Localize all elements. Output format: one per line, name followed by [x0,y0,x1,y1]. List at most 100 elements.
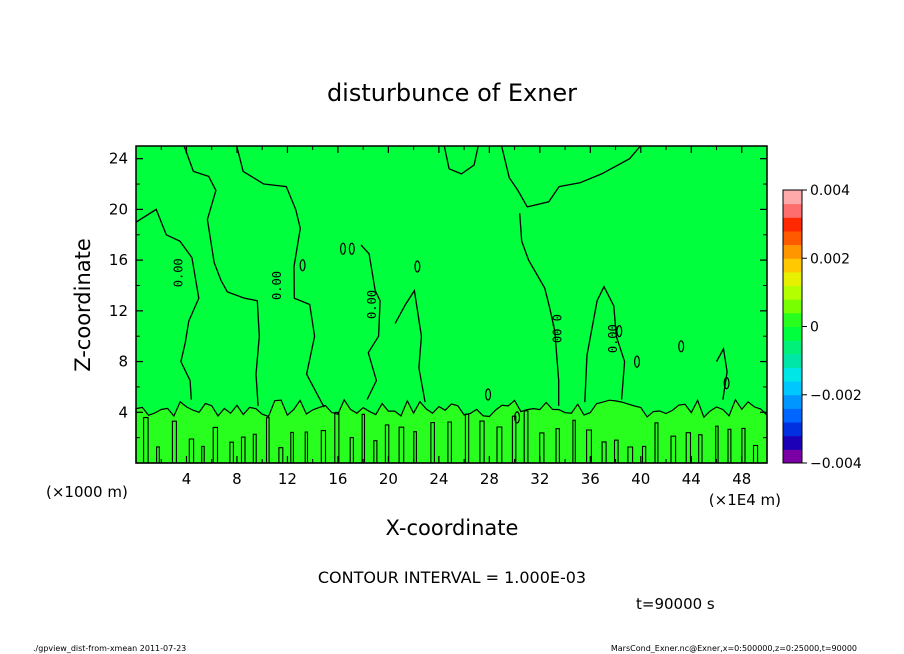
contour-streak [464,413,470,463]
colorbar-swatch [783,299,802,314]
contour-streak [555,428,560,463]
colorbar-swatch [783,244,802,259]
time-label: t=90000 s [636,595,715,613]
contour-streak [304,431,309,463]
colorbar-tick-label: 0.004 [810,183,850,199]
zero-contour [394,288,426,403]
contour-streak [229,441,234,463]
colorbar-swatch [783,367,802,382]
colorbar-swatch [783,217,802,232]
colorbar-tick-label: 0.002 [810,251,850,267]
contour-streak [398,426,405,463]
y-tick-label: 24 [109,150,128,168]
contour-streak [430,422,435,463]
contour-streak [290,431,294,463]
colorbar-tick-label: −0.002 [810,388,862,404]
contour-streak [613,439,619,463]
y-tick-label: 12 [109,302,128,320]
contour-streak [278,447,284,463]
contour-loop [723,377,730,390]
footer-right: MarsCond_Exner.nc@Exner,x=0:500000,z=0:2… [611,644,857,653]
colorbar-swatch [783,190,802,205]
x-axis-title: X-coordinate [386,516,519,540]
x-tick-label: 36 [581,470,600,488]
zero-contour [135,208,200,400]
colorbar-tick-label: 0 [810,320,819,336]
contour-loop [633,355,640,368]
y-tick-label: 20 [109,200,128,218]
y-tick-label: 4 [118,403,128,421]
contour-streak [252,433,257,463]
plot-area: 0.00 0.000.000.00 0.00 4 8 12 16 20 24 28 32 36 40 4… [109,145,768,488]
contour-streak [349,437,354,463]
colorbar-swatch [783,285,802,300]
x-tick-label: 20 [379,470,398,488]
contour-streak [156,446,160,463]
colorbar-ticks: 0.004 0.002 0 −0.002 −0.004 [802,183,862,472]
contour-streak [572,419,576,463]
contour-streak [188,438,195,463]
contour-loop [348,242,355,255]
contour-streak [361,413,366,463]
contour-streak [627,446,634,463]
contour-streak [212,426,219,463]
contour-streak [698,434,703,463]
x-unit-left: (×1000 m) [46,483,128,501]
footer-left: ./gpview_dist-from-xmean 2011-07-23 [33,644,186,653]
colorbar-swatch [783,340,802,355]
contour-streak [265,417,270,463]
x-tick-label: 48 [732,470,751,488]
colorbar-swatch [783,258,802,273]
contour-label: 0.00 [550,314,564,343]
contour-streak [523,410,529,463]
contour-interval-note: CONTOUR INTERVAL = 1.000E-03 [318,568,586,587]
contour-label: 0.00 [270,271,284,300]
x-tick-label: 12 [278,470,297,488]
contour-streak [320,430,327,463]
contour-streak [447,421,452,463]
colorbar-swatch [783,326,802,341]
contour-loop [514,411,521,424]
contour-loop [678,340,685,353]
contour-streak [641,445,647,463]
contour-streak [586,429,592,463]
colorbar-swatch [783,408,802,423]
contour-streak [715,425,719,463]
contour-loop [616,325,623,338]
x-axis-ticks: 4 8 12 16 20 24 28 32 36 40 44 48 [160,146,751,488]
zero-contour [500,145,641,208]
plot-frame [135,145,768,464]
colorbar-swatch [783,422,802,437]
zero-contour [443,145,479,175]
y-axis-title: Z-coordinate [71,238,95,372]
contour-streak [479,420,485,463]
zero-contour [183,145,260,406]
contour-streak [171,420,177,463]
contour-loop [299,259,306,272]
x-tick-label: 16 [328,470,347,488]
x-tick-label: 24 [429,470,448,488]
colorbar [783,190,802,464]
x-unit-right: (×1E4 m) [709,491,781,509]
contour-streak [143,417,149,463]
contour-loop [340,242,347,255]
contour-streak [670,435,677,463]
colorbar-swatch [783,449,802,464]
colorbar-swatch [783,381,802,396]
zero-contour [360,244,381,400]
zero-contour [715,346,728,400]
x-tick-label: 8 [232,470,242,488]
contour-streak [741,427,746,463]
x-tick-label: 28 [480,470,499,488]
colorbar-swatch [783,230,802,246]
zero-contour [519,213,560,406]
contour-streak [201,445,205,463]
colorbar-swatch [783,353,802,368]
contour-loop [485,388,492,401]
contour-streak [384,424,390,463]
contour-label: 0.00 [365,290,379,319]
contour-streak [413,431,417,463]
colorbar-swatch [783,435,802,450]
contour-streak [601,441,607,463]
